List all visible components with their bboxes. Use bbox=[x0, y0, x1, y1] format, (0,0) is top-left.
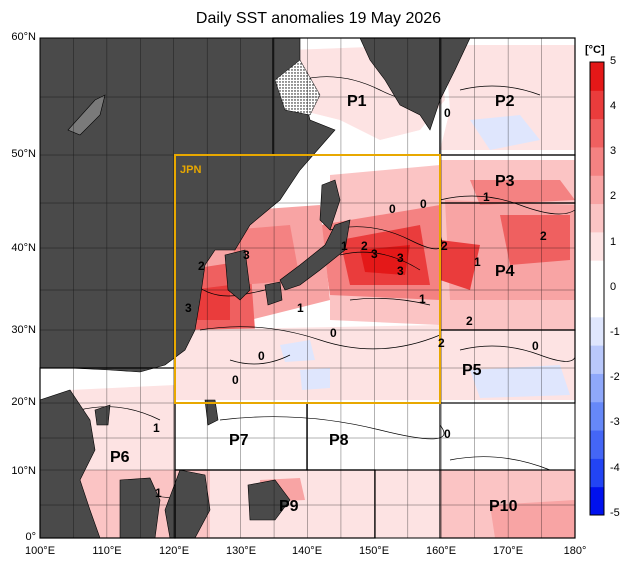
graticule bbox=[40, 38, 575, 538]
colorbar-tick-label: 4 bbox=[610, 100, 617, 112]
contour-label: 2 bbox=[540, 229, 547, 243]
contour-label: 2 bbox=[438, 336, 445, 350]
lat-label: 60°N bbox=[11, 31, 36, 43]
colorbar-tick-label: -5 bbox=[610, 507, 620, 519]
contour-label: 2 bbox=[361, 239, 368, 253]
lat-label: 10°N bbox=[11, 465, 36, 477]
lon-label: 170°E bbox=[492, 545, 524, 557]
colorbar-segment bbox=[590, 175, 604, 205]
lat-label: 20°N bbox=[11, 396, 36, 408]
contour-label: 0 bbox=[389, 202, 396, 216]
contour-label: 1 bbox=[155, 486, 162, 500]
colorbar-tick-label: 5 bbox=[610, 55, 617, 67]
colorbar-tick-label: 0 bbox=[610, 281, 617, 293]
lon-label: 180° bbox=[563, 545, 587, 557]
jpn-region-box bbox=[174, 154, 441, 404]
colorbar-segment bbox=[590, 62, 604, 91]
lon-label: 150°E bbox=[358, 545, 390, 557]
contour-label: 0 bbox=[330, 326, 337, 340]
contour-label: 2 bbox=[441, 239, 448, 253]
contour-label: 0 bbox=[444, 106, 451, 120]
map-frame bbox=[39, 37, 576, 539]
region-label-p7: P7 bbox=[229, 432, 249, 449]
colorbar-segment bbox=[590, 288, 604, 318]
lon-label: 140°E bbox=[291, 545, 323, 557]
colorbar-segment bbox=[590, 260, 604, 289]
colorbar-segment bbox=[590, 90, 604, 120]
colorbar-segment bbox=[590, 373, 604, 403]
lon-label: 160°E bbox=[425, 545, 457, 557]
contour-label: 3 bbox=[371, 247, 378, 261]
region-label-p1: P1 bbox=[347, 93, 367, 110]
land bbox=[40, 38, 471, 538]
contour-label: 3 bbox=[397, 264, 404, 278]
colorbar-segment bbox=[590, 231, 604, 261]
colorbar-segment bbox=[590, 458, 604, 488]
colorbar-tick-label: -4 bbox=[610, 462, 620, 474]
colorbar-tick-label: 1 bbox=[610, 236, 617, 248]
region-label-jpn: JPN bbox=[180, 164, 201, 176]
colorbar-tick-label: 3 bbox=[610, 145, 617, 157]
contour-label: 2 bbox=[466, 314, 473, 328]
region-label-p9: P9 bbox=[279, 498, 299, 515]
contour-label: 1 bbox=[153, 421, 160, 435]
map-title: Daily SST anomalies 19 May 2026 bbox=[195, 10, 442, 27]
colorbar-tick-label: -3 bbox=[610, 416, 620, 428]
contour-label: 0 bbox=[532, 339, 539, 353]
colorbar-segment bbox=[590, 146, 604, 176]
contour-label: 0 bbox=[444, 427, 451, 441]
colorbar-tick-label: -2 bbox=[610, 371, 620, 383]
contour-label: 1 bbox=[474, 255, 481, 269]
colorbar-segment bbox=[590, 118, 604, 148]
region-label-p3: P3 bbox=[495, 173, 515, 190]
colorbar-segment bbox=[590, 401, 604, 431]
lat-label: 0° bbox=[25, 531, 36, 543]
contour-label: 1 bbox=[297, 301, 304, 315]
colorbar-segment bbox=[590, 203, 604, 233]
contour-label: 3 bbox=[243, 248, 250, 262]
contour-label: 3 bbox=[185, 301, 192, 315]
colorbar-frame bbox=[589, 61, 605, 516]
colorbar-unit: [°C] bbox=[585, 44, 605, 56]
contour-label: 0 bbox=[258, 349, 265, 363]
colorbar-segment bbox=[590, 345, 604, 374]
lon-label: 100°E bbox=[24, 545, 56, 557]
region-label-p6: P6 bbox=[110, 449, 130, 466]
colorbar-segment bbox=[590, 486, 604, 516]
contour-label: 0 bbox=[232, 373, 239, 387]
contour-label: 2 bbox=[198, 259, 205, 273]
contour-label: 1 bbox=[419, 292, 426, 306]
sea-ice-area bbox=[274, 59, 321, 116]
region-label-p5: P5 bbox=[462, 362, 482, 379]
lon-label: 130°E bbox=[225, 545, 257, 557]
contour-label: 0 bbox=[420, 197, 427, 211]
region-label-p10: P10 bbox=[489, 498, 518, 515]
lat-label: 50°N bbox=[11, 148, 36, 160]
colorbar-segment bbox=[590, 430, 604, 459]
contour-label: 1 bbox=[341, 239, 348, 253]
colorbar-tick-label: -1 bbox=[610, 326, 620, 338]
colorbar bbox=[590, 62, 604, 516]
contour-label: 1 bbox=[483, 190, 490, 204]
lon-label: 120°E bbox=[158, 545, 190, 557]
contour-label: 3 bbox=[397, 251, 404, 265]
lon-label: 110°E bbox=[92, 545, 122, 557]
region-label-p4: P4 bbox=[495, 263, 515, 280]
region-label-p8: P8 bbox=[329, 432, 349, 449]
colorbar-segment bbox=[590, 316, 604, 346]
region-label-p2: P2 bbox=[495, 93, 515, 110]
lat-label: 30°N bbox=[11, 324, 36, 336]
lat-label: 40°N bbox=[11, 242, 36, 254]
colorbar-tick-label: 2 bbox=[610, 190, 617, 202]
